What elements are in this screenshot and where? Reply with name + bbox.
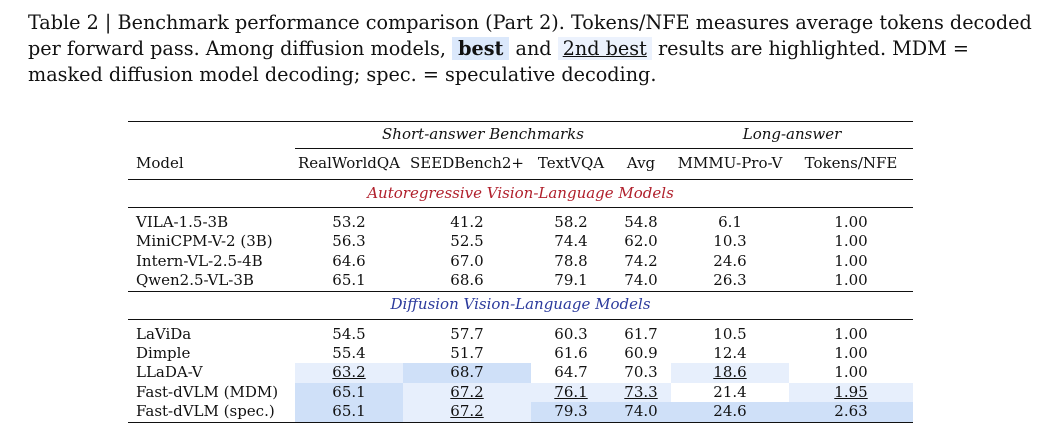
cell-best: 2.63 <box>789 402 913 423</box>
cell: 56.3 <box>332 232 366 251</box>
best-legend: best <box>452 37 510 60</box>
cell: 61.7 <box>624 324 658 343</box>
cell: 26.3 <box>713 271 747 290</box>
col-avg: Avg <box>626 154 656 173</box>
cell: 74.2 <box>624 251 658 270</box>
col-model: Model <box>136 154 184 173</box>
table-row: Fast-dVLM (MDM) 65.1 67.2 76.1 73.3 21.4… <box>128 382 913 403</box>
second-best-legend: 2nd best <box>557 37 652 60</box>
cell: 60.9 <box>624 344 658 363</box>
column-header-row: Model RealWorldQA SEEDBench2+ TextVQA Av… <box>128 149 913 180</box>
model-name: Intern-VL-2.5-4B <box>136 251 263 270</box>
cell: 55.4 <box>332 344 366 363</box>
cell: 51.7 <box>450 344 484 363</box>
model-name: VILA-1.5-3B <box>136 213 229 231</box>
table-row: Fast-dVLM (spec.) 65.1 67.2 79.3 74.0 24… <box>128 402 913 423</box>
table-row: Qwen2.5-VL-3B 65.1 68.6 79.1 74.0 26.3 1… <box>128 271 913 291</box>
benchmark-table: Short-answer Benchmarks Long-answer Mode… <box>128 121 913 423</box>
cell: 41.2 <box>450 213 484 231</box>
group-header-row: Short-answer Benchmarks Long-answer <box>128 121 913 149</box>
cell: 65.1 <box>332 271 366 290</box>
cell-second-best: 67.2 <box>403 382 531 403</box>
section-autoregressive: Autoregressive Vision-Language Models <box>128 179 913 208</box>
table-row: VILA-1.5-3B 53.2 41.2 58.2 54.8 6.1 1.00 <box>128 213 913 232</box>
model-name: Qwen2.5-VL-3B <box>136 271 254 290</box>
cell-second-best: 1.95 <box>789 382 913 403</box>
col-tokens-nfe: Tokens/NFE <box>804 154 898 173</box>
cell: 21.4 <box>713 382 747 401</box>
table-row: LLaDA-V 63.2 68.7 64.7 70.3 18.6 1.00 <box>128 363 913 383</box>
cell-best: 65.1 <box>295 382 403 403</box>
model-name: Dimple <box>136 344 191 363</box>
cell: 74.0 <box>624 271 658 290</box>
short-answer-group: Short-answer Benchmarks <box>382 125 584 144</box>
caption-text-2: results are highlighted. MDM = masked di… <box>28 37 970 86</box>
cell: 52.5 <box>450 232 484 251</box>
table-row: Intern-VL-2.5-4B 64.6 67.0 78.8 74.2 24.… <box>128 252 913 271</box>
cell: 67.0 <box>450 251 484 270</box>
col-seedbench2plus: SEEDBench2+ <box>410 154 524 173</box>
table-row: LaViDa 54.5 57.7 60.3 61.7 10.5 1.00 <box>128 325 913 344</box>
cell: 54.8 <box>624 213 658 231</box>
model-name: LaViDa <box>136 324 192 343</box>
cell: 54.5 <box>332 324 366 343</box>
cell-best: 24.6 <box>671 402 789 423</box>
cell: 62.0 <box>624 232 658 251</box>
cell: 79.1 <box>554 271 588 290</box>
long-answer-group: Long-answer <box>742 125 842 144</box>
cell: 1.00 <box>834 324 868 343</box>
cell: 6.1 <box>718 213 742 231</box>
cell-best: 68.7 <box>403 363 531 383</box>
cell: 1.00 <box>834 251 868 270</box>
cell: 70.3 <box>624 363 658 382</box>
table-caption: Table 2 | Benchmark performance comparis… <box>28 10 1038 88</box>
cell: 1.00 <box>834 213 868 231</box>
cell: 12.4 <box>713 344 747 363</box>
cell: 53.2 <box>332 213 366 231</box>
cell: 60.3 <box>554 324 588 343</box>
section-title: Diffusion Vision-Language Models <box>128 290 913 320</box>
cell: 10.5 <box>713 324 747 343</box>
caption-text-1: Table 2 | Benchmark performance comparis… <box>28 11 1032 60</box>
cell-second-best: 18.6 <box>671 363 789 383</box>
cell: 64.6 <box>332 251 366 270</box>
cell: 64.7 <box>554 363 588 382</box>
cell: 24.6 <box>713 251 747 270</box>
model-name: Fast-dVLM (MDM) <box>136 382 279 401</box>
cell-best: 74.0 <box>611 402 671 423</box>
col-mmmu-pro-v: MMMU-Pro-V <box>677 154 783 173</box>
cell: 68.6 <box>450 271 484 290</box>
cell: 57.7 <box>450 324 484 343</box>
cell-second-best: 76.1 <box>531 382 611 403</box>
cell: 61.6 <box>554 344 588 363</box>
cell: 74.4 <box>554 232 588 251</box>
cell: 78.8 <box>554 251 588 270</box>
cell: 10.3 <box>713 232 747 251</box>
cell-best: 79.3 <box>531 402 611 423</box>
cell: 1.00 <box>834 344 868 363</box>
cell: 1.00 <box>834 363 868 382</box>
cell-second-best: 63.2 <box>295 363 403 383</box>
cell: 1.00 <box>834 232 868 251</box>
model-name: MiniCPM-V-2 (3B) <box>136 232 273 251</box>
col-realworldqa: RealWorldQA <box>297 154 401 173</box>
cell-best: 65.1 <box>295 402 403 423</box>
section-title: Autoregressive Vision-Language Models <box>128 179 913 208</box>
table-row: Dimple 55.4 51.7 61.6 60.9 12.4 1.00 <box>128 344 913 363</box>
section-diffusion: Diffusion Vision-Language Models <box>128 290 913 320</box>
cell-second-best: 73.3 <box>611 382 671 403</box>
model-name: LLaDA-V <box>136 363 203 382</box>
caption-and: and <box>515 37 552 60</box>
cell: 1.00 <box>834 271 868 290</box>
table-row: MiniCPM-V-2 (3B) 56.3 52.5 74.4 62.0 10.… <box>128 232 913 251</box>
col-textvqa: TextVQA <box>537 154 605 173</box>
model-name: Fast-dVLM (spec.) <box>128 402 295 423</box>
cell-second-best: 67.2 <box>403 402 531 423</box>
cell: 58.2 <box>554 213 588 231</box>
